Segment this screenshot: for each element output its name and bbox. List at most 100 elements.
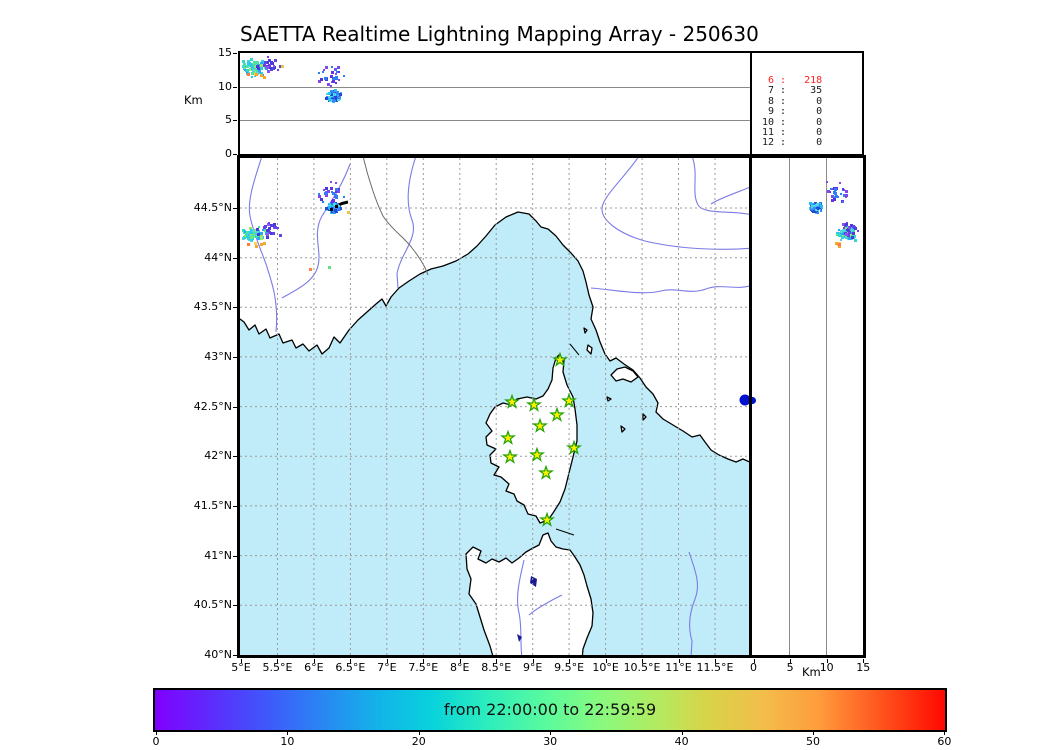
- lma-station-star: [531, 417, 549, 433]
- stat-row-6: 6 : 218: [762, 75, 823, 86]
- lightning-source-dot: [325, 97, 329, 101]
- lightning-source-dot: [251, 69, 255, 73]
- lma-station-star: [565, 439, 583, 455]
- lightning-source-dot: [323, 77, 327, 81]
- lightning-source-dot: [327, 202, 331, 206]
- altitude-left-axis-tickmark: [233, 154, 237, 155]
- lightning-source-dot: [326, 93, 329, 96]
- lightning-source-dot: [255, 229, 259, 233]
- lightning-source-dot: [327, 95, 331, 99]
- lightning-source-dot: [243, 231, 247, 235]
- lightning-source-dot: [846, 228, 850, 232]
- lightning-source-dot: [816, 206, 819, 209]
- lightning-source-dot: [325, 187, 329, 191]
- lightning-source-dot: [336, 70, 339, 73]
- lightning-source-dot: [244, 229, 247, 232]
- lightning-source-dot: [845, 229, 848, 232]
- lma-station-star: [503, 393, 521, 409]
- longitude-axis-tickmark: [569, 659, 571, 663]
- lightning-source-dot: [249, 236, 253, 240]
- lightning-source-dot: [851, 231, 855, 235]
- lightning-source-dot: [331, 93, 333, 96]
- altitude-left-axis-tickmark: [233, 120, 237, 122]
- lightning-source-dot: [845, 193, 849, 197]
- lma-station-star: [548, 406, 566, 422]
- sensor-marker-blue-dot: [739, 394, 750, 406]
- altitude-left-axis-tickmark: [233, 86, 237, 88]
- longitude-axis-tickmark: [678, 659, 680, 663]
- lightning-source-dot: [263, 225, 267, 229]
- lightning-source-dot: [330, 84, 333, 87]
- lightning-source-dot: [251, 75, 254, 78]
- altitude-bottom-axis-tickmark: [826, 659, 828, 663]
- colorbar-axis-label: 60: [937, 735, 952, 748]
- lightning-source-dot: [327, 83, 330, 86]
- lightning-source-dot: [847, 233, 851, 237]
- lightning-source-dot: [337, 206, 340, 210]
- lightning-source-dot: [257, 232, 261, 236]
- lightning-source-dot: [323, 192, 327, 196]
- lightning-source-dot: [267, 221, 270, 224]
- lightning-source-dot: [260, 67, 263, 71]
- lightning-source-dot: [262, 241, 266, 245]
- lightning-source-dot: [276, 226, 279, 229]
- lightning-source-dot: [258, 226, 261, 229]
- colorbar-axis-tickmark: [813, 731, 814, 735]
- lightning-source-dot: [819, 209, 822, 212]
- lightning-source-dot: [249, 228, 253, 232]
- lightning-source-dot: [328, 97, 332, 101]
- lightning-source-dot: [321, 70, 324, 73]
- lightning-source-dot: [256, 235, 260, 239]
- lightning-source-dot: [243, 63, 247, 67]
- lightning-source-dot: [811, 209, 814, 212]
- lightning-source-dot: [343, 195, 346, 198]
- lightning-source-dot: [840, 193, 843, 196]
- lightning-source-dot: [850, 235, 854, 239]
- rivers: [248, 158, 750, 655]
- lma-station-star: [525, 396, 543, 412]
- lma-station-star: [501, 448, 519, 464]
- lightning-source-dot: [839, 229, 843, 233]
- lightning-source-dot: [333, 209, 337, 213]
- lightning-source-dot: [276, 69, 279, 72]
- lightning-source-dot: [280, 64, 284, 68]
- lightning-source-dot: [247, 234, 251, 238]
- longitude-axis-label: 5°E: [231, 661, 251, 674]
- station-source-counts: 6 : 218 7 : 35 8 : 0 9 : 0 10 : 0 11 : 0 12…: [752, 53, 862, 149]
- colorbar-axis-label: 50: [806, 735, 820, 748]
- lightning-source-dot: [832, 187, 836, 191]
- lightning-source-dot: [334, 194, 338, 198]
- altitude-bottom-axis-label: 10: [819, 661, 834, 674]
- latitude-axis-tickmark: [233, 356, 237, 358]
- lightning-source-dot: [333, 93, 337, 97]
- lightning-source-dot: [820, 204, 824, 208]
- lightning-source-dot: [270, 67, 274, 71]
- lightning-source-dot: [248, 63, 252, 67]
- lightning-source-dot: [243, 230, 246, 233]
- lightning-source-dot: [332, 209, 335, 212]
- lightning-source-dot: [241, 59, 245, 63]
- lightning-source-dot: [249, 58, 253, 62]
- source-stats-panel: 6 : 218 7 : 35 8 : 0 9 : 0 10 : 0 11 : 0 12…: [750, 51, 864, 156]
- lma-station-star: [560, 392, 578, 408]
- lightning-source-dot: [256, 237, 260, 241]
- lightning-source-dot: [259, 243, 263, 247]
- lightning-source-dot: [259, 63, 263, 67]
- lightning-source-dot: [253, 65, 257, 69]
- lightning-source-dot: [852, 229, 856, 233]
- colorbar-axis-tickmark: [681, 731, 683, 735]
- lightning-source-dot: [809, 201, 813, 205]
- lightning-source-dot: [818, 208, 821, 211]
- lightning-source-dot: [248, 67, 252, 71]
- lightning-source-dot: [336, 209, 339, 212]
- lightning-source-dot: [815, 208, 818, 211]
- lightning-source-dot: [334, 68, 338, 72]
- lightning-source-dot: [847, 237, 851, 241]
- scatter-altitude-longitude: [240, 53, 750, 154]
- longitude-axis-label: 7°E: [377, 661, 397, 674]
- lightning-source-dot: [243, 69, 246, 72]
- lightning-source-dot: [271, 232, 275, 236]
- lightning-source-dot: [811, 210, 814, 213]
- lightning-source-dot: [331, 95, 334, 98]
- lightning-source-dot: [841, 189, 844, 192]
